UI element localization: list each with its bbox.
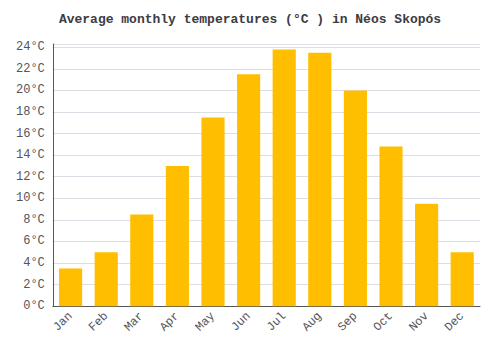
svg-text:Jan: Jan bbox=[50, 309, 75, 334]
svg-text:20°C: 20°C bbox=[16, 83, 45, 97]
svg-text:Apr: Apr bbox=[157, 309, 182, 334]
svg-text:Oct: Oct bbox=[371, 309, 396, 334]
svg-text:10°C: 10°C bbox=[16, 191, 45, 205]
svg-text:14°C: 14°C bbox=[16, 148, 45, 162]
svg-text:6°C: 6°C bbox=[23, 234, 45, 248]
svg-text:Jul: Jul bbox=[264, 309, 289, 334]
svg-text:Average monthly temperatures (: Average monthly temperatures (°C ) in Né… bbox=[59, 12, 441, 27]
svg-text:8°C: 8°C bbox=[23, 213, 45, 227]
svg-text:2°C: 2°C bbox=[23, 278, 45, 292]
svg-text:May: May bbox=[193, 309, 218, 334]
svg-text:Feb: Feb bbox=[86, 309, 111, 334]
svg-text:Mar: Mar bbox=[122, 309, 147, 334]
svg-text:Nov: Nov bbox=[406, 309, 431, 334]
svg-text:Jun: Jun bbox=[228, 309, 253, 334]
svg-text:12°C: 12°C bbox=[16, 170, 45, 184]
svg-text:4°C: 4°C bbox=[23, 256, 45, 270]
svg-text:0°C: 0°C bbox=[23, 299, 45, 313]
svg-text:22°C: 22°C bbox=[16, 62, 45, 76]
svg-text:Dec: Dec bbox=[442, 309, 467, 334]
svg-text:16°C: 16°C bbox=[16, 127, 45, 141]
svg-text:18°C: 18°C bbox=[16, 105, 45, 119]
svg-text:Sep: Sep bbox=[335, 309, 360, 334]
svg-text:24°C: 24°C bbox=[16, 40, 45, 54]
svg-text:Aug: Aug bbox=[300, 309, 325, 334]
